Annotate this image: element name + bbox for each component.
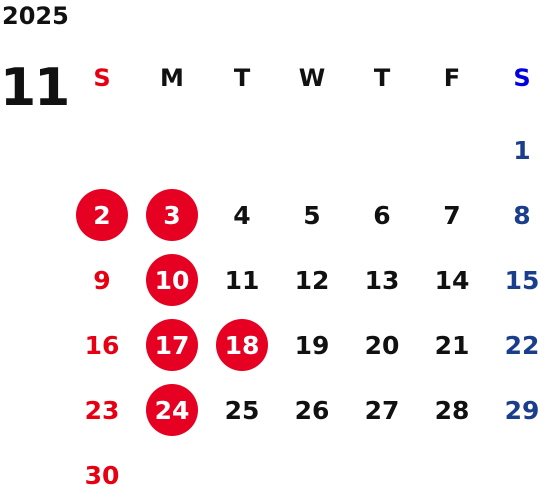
date-cell: 26: [294, 395, 330, 425]
date-cell: 4: [233, 200, 251, 230]
weekday-saturday: S: [513, 64, 531, 92]
date-cell: 28: [434, 395, 470, 425]
date-cell: 6: [373, 200, 391, 230]
date-cell: 25: [224, 395, 260, 425]
holiday-date-cell: 2: [76, 189, 128, 241]
date-cell: 29: [504, 395, 540, 425]
holiday-date-cell: 24: [146, 384, 198, 436]
month-number: 11: [0, 58, 70, 118]
weekday-sunday: S: [93, 64, 111, 92]
date-cell: 19: [294, 330, 330, 360]
year-label: 2025: [2, 2, 69, 30]
weekday-monday: M: [160, 64, 184, 92]
date-cell: 22: [504, 330, 540, 360]
date-cell: 9: [93, 265, 111, 295]
date-cell: 20: [364, 330, 400, 360]
date-cell: 5: [303, 200, 321, 230]
date-cell: 14: [434, 265, 470, 295]
date-cell: 8: [513, 200, 531, 230]
date-cell: 12: [294, 265, 330, 295]
holiday-date-cell: 18: [216, 319, 268, 371]
weekday-friday: F: [443, 64, 461, 92]
date-cell: 11: [224, 265, 260, 295]
date-cell: 15: [504, 265, 540, 295]
holiday-date-cell: 17: [146, 319, 198, 371]
date-cell: 13: [364, 265, 400, 295]
date-cell: 21: [434, 330, 470, 360]
weekday-tuesday: T: [233, 64, 251, 92]
weekday-thursday: T: [373, 64, 391, 92]
date-cell: 1: [513, 135, 531, 165]
date-cell: 23: [84, 395, 120, 425]
date-cell: 30: [84, 460, 120, 490]
date-cell: 27: [364, 395, 400, 425]
holiday-date-cell: 3: [146, 189, 198, 241]
holiday-date-cell: 10: [146, 254, 198, 306]
weekday-wednesday: W: [298, 64, 326, 92]
date-cell: 7: [443, 200, 461, 230]
date-cell: 16: [84, 330, 120, 360]
